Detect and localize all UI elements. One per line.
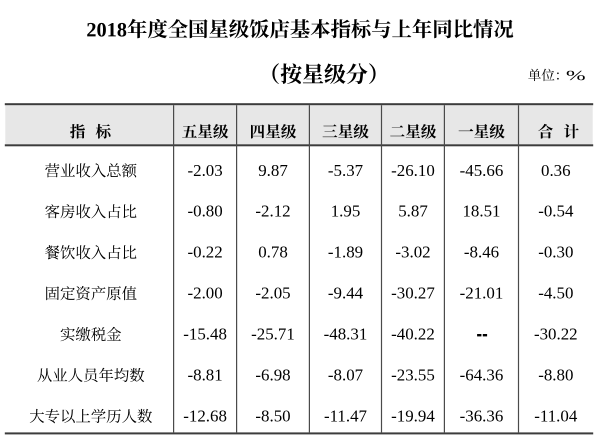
svg-text:0.36: 0.36 (541, 161, 571, 180)
svg-text:5.87: 5.87 (398, 202, 428, 221)
svg-text:-8.80: -8.80 (538, 366, 573, 385)
svg-text:-26.10: -26.10 (391, 161, 435, 180)
svg-text:-2.03: -2.03 (188, 161, 223, 180)
svg-text:-11.04: -11.04 (534, 406, 578, 425)
svg-text:-23.55: -23.55 (391, 366, 435, 385)
svg-text:-25.71: -25.71 (251, 325, 295, 344)
svg-text:-11.47: -11.47 (324, 406, 367, 425)
svg-text:-21.01: -21.01 (460, 284, 504, 303)
svg-text:-12.68: -12.68 (183, 406, 227, 425)
svg-text:-2.12: -2.12 (255, 202, 290, 221)
svg-text:-8.46: -8.46 (464, 243, 499, 262)
svg-text:-8.50: -8.50 (255, 406, 290, 425)
svg-text:-0.80: -0.80 (188, 202, 223, 221)
svg-text:-36.36: -36.36 (460, 406, 504, 425)
svg-text:-3.02: -3.02 (395, 243, 430, 262)
svg-text:1.95: 1.95 (331, 202, 361, 221)
svg-text:-48.31: -48.31 (324, 325, 368, 344)
svg-text:18.51: 18.51 (462, 202, 500, 221)
svg-text:-2.05: -2.05 (255, 284, 290, 303)
svg-text:-40.22: -40.22 (391, 325, 435, 344)
svg-text:-15.48: -15.48 (183, 325, 227, 344)
svg-text:-64.36: -64.36 (460, 366, 504, 385)
svg-text:-0.54: -0.54 (538, 202, 574, 221)
svg-text:-30.27: -30.27 (391, 284, 435, 303)
svg-text:-45.66: -45.66 (460, 161, 504, 180)
svg-text:-4.50: -4.50 (538, 284, 573, 303)
svg-text:-5.37: -5.37 (328, 161, 363, 180)
svg-text:-0.30: -0.30 (538, 243, 573, 262)
svg-text:-8.07: -8.07 (328, 366, 363, 385)
svg-text:0.78: 0.78 (258, 243, 288, 262)
svg-text:-6.98: -6.98 (255, 366, 290, 385)
svg-text:-8.81: -8.81 (188, 366, 223, 385)
svg-text:-0.22: -0.22 (188, 243, 223, 262)
svg-text:9.87: 9.87 (258, 161, 288, 180)
svg-text:-1.89: -1.89 (328, 243, 363, 262)
svg-text:-2.00: -2.00 (188, 284, 223, 303)
svg-text:-19.94: -19.94 (391, 406, 435, 425)
svg-text:-30.22: -30.22 (534, 325, 578, 344)
svg-text:-9.44: -9.44 (328, 284, 364, 303)
